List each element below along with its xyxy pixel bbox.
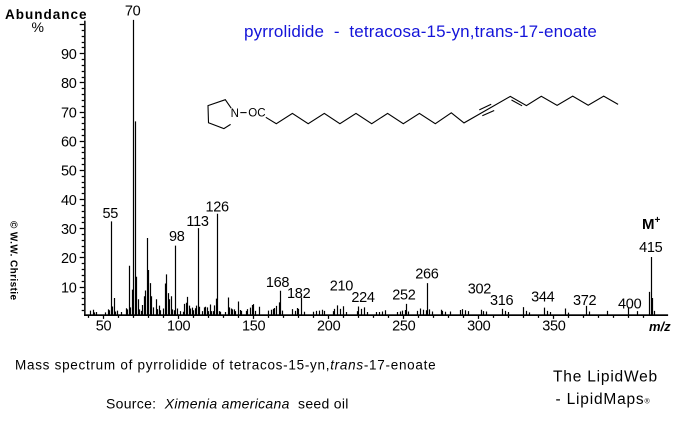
svg-text:98: 98 xyxy=(169,229,185,245)
svg-text:70: 70 xyxy=(125,4,141,20)
svg-text:80: 80 xyxy=(61,76,77,92)
svg-text:Mass spectrum of pyrrolidide o: Mass spectrum of pyrrolidide of tetracos… xyxy=(15,358,436,373)
svg-text:316: 316 xyxy=(490,293,514,309)
svg-text:© W.W. Christie: © W.W. Christie xyxy=(8,221,19,301)
svg-text:%: % xyxy=(32,19,44,35)
svg-text:150: 150 xyxy=(242,319,266,335)
svg-text:266: 266 xyxy=(415,267,439,283)
svg-text:- LipidMaps®: - LipidMaps® xyxy=(556,391,651,408)
svg-text:100: 100 xyxy=(167,319,191,335)
svg-text:10: 10 xyxy=(61,280,77,296)
svg-text:200: 200 xyxy=(317,319,341,335)
svg-text:372: 372 xyxy=(573,293,597,309)
svg-text:344: 344 xyxy=(531,289,555,305)
svg-text:50: 50 xyxy=(96,319,112,335)
svg-text:250: 250 xyxy=(392,319,416,335)
svg-text:20: 20 xyxy=(61,251,77,267)
svg-text:The LipidWeb: The LipidWeb xyxy=(553,369,658,386)
svg-text:30: 30 xyxy=(61,222,77,238)
svg-text:400: 400 xyxy=(618,297,642,313)
svg-text:N: N xyxy=(231,108,239,120)
svg-text:Source: Ximenia americana se: Source: Ximenia americana seed oil xyxy=(106,396,349,412)
svg-text:m/z: m/z xyxy=(649,319,671,334)
svg-text:40: 40 xyxy=(61,193,77,209)
svg-text:60: 60 xyxy=(61,135,77,151)
svg-text:300: 300 xyxy=(467,319,491,335)
svg-text:350: 350 xyxy=(542,319,566,335)
svg-text:70: 70 xyxy=(61,105,77,121)
svg-text:210: 210 xyxy=(330,278,354,294)
svg-text:302: 302 xyxy=(468,281,492,297)
svg-text:55: 55 xyxy=(103,206,119,222)
svg-text:224: 224 xyxy=(351,290,375,306)
svg-text:50: 50 xyxy=(61,164,77,180)
svg-text:OC: OC xyxy=(248,108,265,120)
svg-text:126: 126 xyxy=(205,199,229,215)
svg-text:Abundance: Abundance xyxy=(5,7,88,22)
svg-text:415: 415 xyxy=(639,240,663,256)
svg-text:113: 113 xyxy=(186,214,208,230)
svg-text:90: 90 xyxy=(61,47,77,63)
svg-text:252: 252 xyxy=(392,287,416,303)
svg-text:pyrrolidide - tetracosa-15-y: pyrrolidide - tetracosa-15-yn,trans-17-e… xyxy=(244,22,597,41)
svg-text:168: 168 xyxy=(266,275,290,291)
svg-text:182: 182 xyxy=(287,286,311,302)
